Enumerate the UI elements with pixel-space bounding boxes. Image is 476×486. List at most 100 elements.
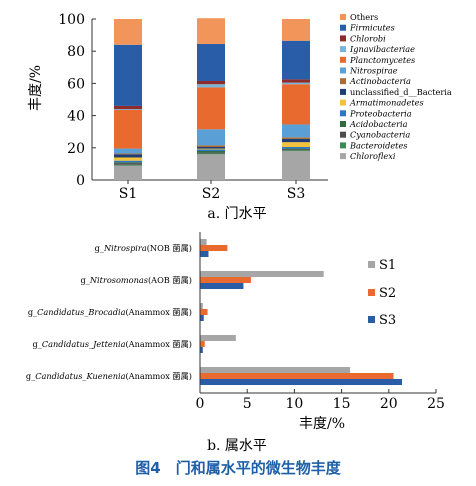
stacked-bar-segment bbox=[197, 18, 225, 44]
stacked-bar-segment bbox=[282, 149, 310, 151]
stacked-bar-segment bbox=[114, 105, 142, 110]
legend-label: Ignavibacteriae bbox=[349, 44, 415, 54]
x-tick-label: S1 bbox=[119, 186, 138, 202]
legend-swatch bbox=[340, 67, 346, 74]
stacked-bar-segment bbox=[114, 160, 142, 163]
legend-swatch bbox=[340, 99, 346, 106]
x-tick-label: 0 bbox=[196, 396, 205, 412]
legend-label: S1 bbox=[379, 258, 396, 273]
y-tick-label: 60 bbox=[67, 76, 85, 92]
legend-label: S3 bbox=[379, 313, 396, 328]
y-tick-label: 80 bbox=[67, 44, 85, 60]
stacked-bar-segment bbox=[197, 43, 225, 81]
y-tick-label: 40 bbox=[67, 109, 85, 125]
genus-bar bbox=[200, 277, 251, 283]
stacked-bar-segment bbox=[282, 84, 310, 125]
x-tick-label: 10 bbox=[285, 396, 303, 412]
horizontal-bar-chart-genus: g_Nitrospira(NOB 菌属) g_Nitrosomonas(AOB 菌… bbox=[26, 232, 445, 454]
legend-label: Nitrospirae bbox=[349, 66, 398, 76]
genus-bar bbox=[200, 335, 236, 341]
legend-swatch bbox=[368, 316, 375, 323]
stacked-bar-segment bbox=[282, 124, 310, 138]
stacked-bar-segment bbox=[282, 148, 310, 150]
stacked-bar-segment bbox=[114, 165, 142, 180]
legend-label: Chloroflexi bbox=[350, 151, 396, 161]
genus-bar bbox=[200, 315, 204, 321]
genus-label: g_Nitrosomonas(AOB 菌属) bbox=[81, 275, 192, 285]
stacked-bar-segment bbox=[282, 82, 310, 85]
legend-label: Proteobacteria bbox=[349, 108, 412, 118]
stacked-bar-segment bbox=[282, 150, 310, 152]
genus-bar bbox=[200, 367, 351, 373]
y-axis-label: 丰度/% bbox=[28, 65, 44, 111]
stacked-bar-segment bbox=[114, 44, 142, 106]
legend-swatch bbox=[340, 56, 346, 63]
stacked-bar-segment bbox=[197, 87, 225, 130]
stacked-bar-segment bbox=[114, 19, 142, 45]
y-tick-label: 20 bbox=[67, 141, 85, 157]
legend-label: Acidobacteria bbox=[349, 119, 408, 129]
legend-swatch bbox=[340, 88, 346, 95]
legend-swatch bbox=[340, 35, 346, 42]
stacked-bar-segment bbox=[282, 19, 310, 41]
stacked-bar-chart-phylum: 丰度/% 0 20 40 60 80 100 S1 S2 S3 OthersFirmicutes… bbox=[28, 12, 452, 222]
stacked-bar-segment bbox=[197, 148, 225, 150]
stacked-bar-segment bbox=[114, 153, 142, 155]
chart-b-subtitle: b. 属水平 bbox=[207, 438, 267, 454]
legend-label: Cyanobacteria bbox=[350, 130, 410, 140]
x-axis-label: 丰度/% bbox=[299, 416, 345, 432]
stacked-bar-segment bbox=[114, 164, 142, 166]
x-tick-label: 15 bbox=[333, 396, 351, 412]
legend-swatch bbox=[340, 24, 346, 31]
genus-bar bbox=[200, 341, 205, 347]
genus-bar bbox=[200, 379, 403, 385]
genus-label: g_Candidatus_Jettenia(Anammox 菌属) bbox=[33, 339, 192, 349]
stacked-bar-segment bbox=[114, 109, 142, 149]
stacked-bar-segment bbox=[282, 79, 310, 83]
genus-label: g_Candidatus_Kuenenia(Anammox 菌属) bbox=[26, 371, 192, 381]
y-tick-label: 100 bbox=[58, 12, 85, 28]
stacked-bar-segment bbox=[114, 148, 142, 154]
stacked-bar-segment bbox=[282, 151, 310, 180]
legend-label: Chlorobi bbox=[350, 33, 386, 43]
legend-label: S2 bbox=[379, 286, 396, 301]
x-tick-label: 25 bbox=[427, 396, 445, 412]
stacked-bar-segment bbox=[197, 153, 225, 155]
figure-caption: 图4 门和属水平的微生物丰度 bbox=[135, 459, 341, 477]
genus-bar bbox=[200, 303, 203, 309]
legend-swatch bbox=[340, 153, 346, 160]
legend-swatch bbox=[340, 46, 346, 53]
y-tick-label: 0 bbox=[76, 173, 85, 189]
genus-bar bbox=[200, 239, 207, 245]
stacked-bar-segment bbox=[197, 145, 225, 147]
stacked-bar-segment bbox=[114, 162, 142, 164]
x-tick-label: 5 bbox=[243, 396, 252, 412]
stacked-bar-segment bbox=[197, 149, 225, 152]
legend-label: unclassified_d__Bacteria bbox=[350, 87, 452, 97]
stacked-bar-segment bbox=[197, 151, 225, 153]
genus-label: g_Nitrospira(NOB 菌属) bbox=[95, 243, 192, 253]
legend-swatch bbox=[340, 14, 346, 20]
stacked-bar-segment bbox=[282, 146, 310, 149]
legend-swatch bbox=[340, 131, 346, 138]
stacked-bar-segment bbox=[114, 109, 142, 110]
legend-swatch bbox=[368, 261, 375, 268]
legend-label: Others bbox=[350, 12, 378, 22]
genus-bar bbox=[200, 347, 203, 353]
stacked-bar-segment bbox=[197, 80, 225, 85]
genus-label: g_Candidatus_Brocadia(Anammox 菌属) bbox=[28, 307, 192, 317]
legend-swatch bbox=[340, 121, 346, 127]
legend-swatch bbox=[340, 142, 346, 149]
stacked-bar-segment bbox=[197, 146, 225, 149]
legend-label: Firmicutes bbox=[349, 23, 395, 33]
stacked-bar-segment bbox=[282, 40, 310, 80]
stacked-bar-segment bbox=[114, 154, 142, 158]
stacked-bar-segment bbox=[197, 152, 225, 154]
stacked-bar-segment bbox=[197, 129, 225, 146]
genus-bar bbox=[200, 309, 208, 315]
stacked-bar-segment bbox=[197, 84, 225, 88]
x-tick-label: S3 bbox=[287, 186, 306, 202]
legend-swatch bbox=[340, 110, 346, 117]
stacked-bar-segment bbox=[282, 142, 310, 147]
